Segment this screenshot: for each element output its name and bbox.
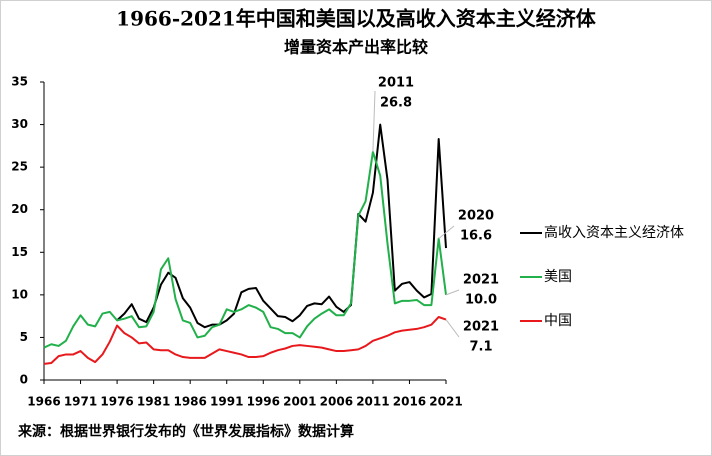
x-tick-label: 1971: [64, 395, 97, 409]
legend-label: 高收入资本主义经济体: [544, 224, 684, 241]
y-tick-label: 35: [11, 75, 28, 89]
annotation-leader: [438, 225, 455, 240]
y-tick-label: 10: [11, 287, 28, 301]
x-tick-label: 1976: [100, 395, 133, 409]
x-tick-label: 2021: [429, 395, 462, 409]
legend-label: 中国: [544, 313, 572, 329]
series-line: [43, 150, 447, 349]
annotation-leader: [372, 90, 376, 152]
chart-subtitle: 增量资本产出率比较: [284, 38, 428, 57]
legend-label: 美国: [544, 269, 572, 285]
y-tick-label: 25: [11, 160, 28, 174]
x-tick-label: 1966: [27, 395, 60, 409]
annotation-year: 2011: [378, 76, 414, 91]
x-tick-label: 2016: [393, 395, 426, 409]
y-tick-label: 5: [20, 330, 28, 344]
annotation-value: 26.8: [380, 96, 412, 111]
annotation-year: 2021: [463, 273, 499, 288]
x-tick-label: 2011: [356, 395, 389, 409]
annotation-year: 2020: [458, 209, 494, 224]
y-tick-label: 0: [20, 373, 28, 387]
annotation-value: 7.1: [469, 340, 492, 355]
annotation-value: 16.6: [460, 229, 492, 244]
x-tick-label: 2006: [320, 395, 353, 409]
x-tick-label: 2001: [283, 395, 316, 409]
annotation-leader: [445, 289, 460, 296]
y-tick-label: 30: [11, 117, 28, 131]
y-tick-label: 20: [11, 202, 28, 216]
series-line: [43, 315, 447, 365]
x-tick-label: 1991: [210, 395, 243, 409]
y-tick-label: 15: [11, 245, 28, 259]
annotation-leader: [445, 319, 460, 338]
source-note: 来源：根据世界银行发布的《世界发展指标》数据计算: [17, 423, 354, 440]
x-tick-label: 1981: [137, 395, 170, 409]
annotation-value: 10.0: [465, 293, 497, 308]
annotation-year: 2021: [463, 320, 499, 335]
x-tick-label: 1996: [247, 395, 280, 409]
chart-title: 1966-2021年中国和美国以及高收入资本主义经济体: [116, 7, 597, 31]
x-tick-label: 1986: [173, 395, 206, 409]
